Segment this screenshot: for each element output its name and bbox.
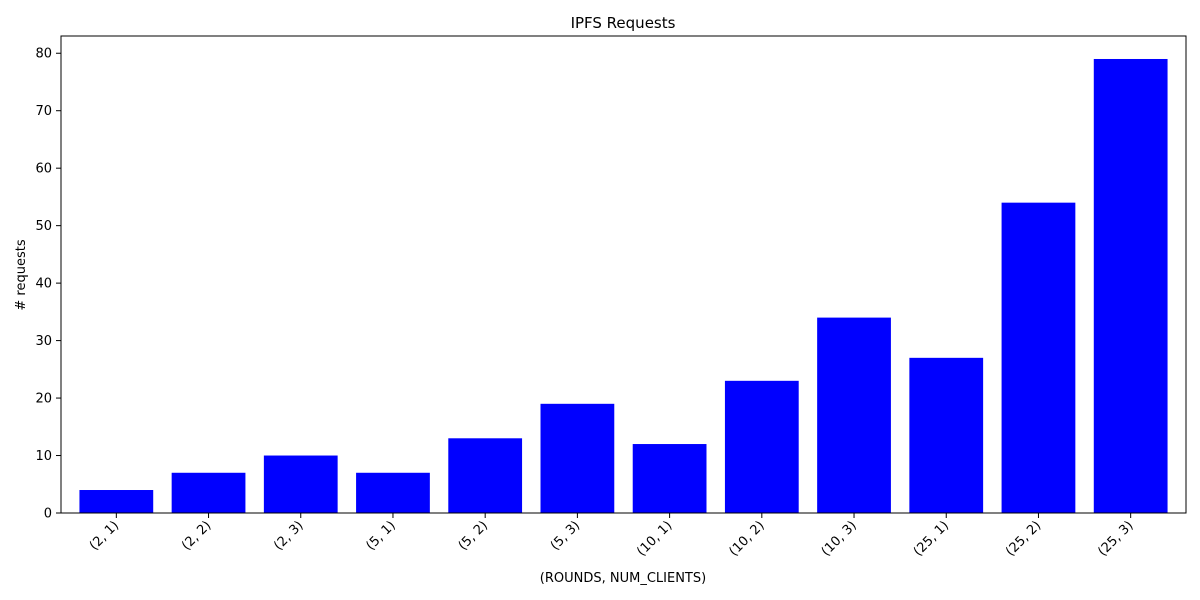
y-tick-label-8: 80 — [35, 47, 52, 62]
bar-10 — [1001, 202, 1076, 513]
bar-9 — [909, 357, 984, 513]
bar-0 — [79, 490, 154, 513]
y-tick-label-2: 20 — [35, 392, 52, 407]
bar-2 — [263, 455, 338, 513]
y-tick-label-6: 60 — [35, 162, 52, 177]
y-tick-label-0: 0 — [44, 507, 52, 522]
bar-8 — [817, 317, 891, 513]
bar-6 — [632, 444, 707, 513]
y-tick-label-7: 70 — [35, 104, 52, 119]
y-tick-label-1: 10 — [35, 449, 52, 464]
chart-title: IPFS Requests — [571, 14, 676, 32]
y-axis-label: # requests — [14, 239, 29, 310]
bars-group — [79, 58, 1168, 514]
plot-frame — [60, 35, 1187, 514]
y-tick-label-4: 40 — [35, 277, 52, 292]
y-tick-label-3: 30 — [35, 334, 52, 349]
bar-4 — [448, 438, 523, 513]
bar-7 — [724, 380, 799, 513]
y-tick-label-5: 50 — [35, 219, 52, 234]
y-axis-ticks: 0 10 20 30 40 50 60 70 80 — [35, 47, 61, 522]
bar-11 — [1093, 58, 1168, 514]
bar-5 — [540, 403, 615, 513]
bar-1 — [171, 472, 246, 513]
x-axis-label: (ROUNDS, NUM_CLIENTS) — [540, 571, 706, 586]
bar-3 — [356, 472, 430, 513]
